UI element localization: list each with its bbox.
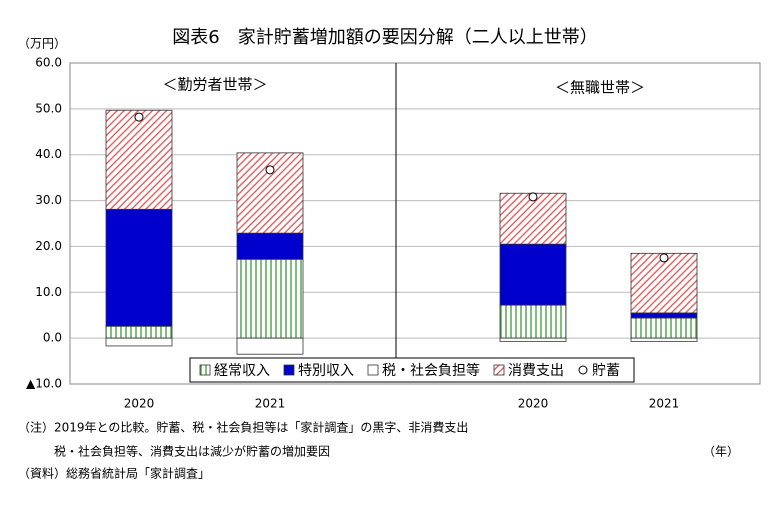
bar-segment bbox=[630, 312, 698, 319]
bar-segment bbox=[236, 152, 304, 234]
legend-swatch bbox=[283, 364, 295, 376]
x-tick-label: 2021 bbox=[649, 397, 680, 411]
y-tick-label: 20.0 bbox=[35, 239, 62, 253]
point bbox=[659, 253, 669, 263]
y-tick-label: 60.0 bbox=[35, 56, 62, 70]
point bbox=[134, 112, 144, 122]
group-label: ＜無職世帯＞ bbox=[555, 79, 645, 97]
legend-swatch bbox=[493, 364, 505, 376]
y-tick-label: 50.0 bbox=[35, 101, 62, 115]
point bbox=[528, 192, 538, 202]
bar-segment bbox=[499, 243, 567, 306]
note: 税・社会負担等、消費支出は減少が貯蓄の増加要因 bbox=[18, 444, 330, 459]
y-tick-label: 10.0 bbox=[35, 285, 62, 299]
bar-segment bbox=[630, 317, 698, 339]
legend-swatch bbox=[367, 364, 379, 376]
x-tick-label: 2020 bbox=[124, 397, 155, 411]
bar-segment bbox=[236, 232, 304, 260]
legend-label: 経常収入 bbox=[214, 363, 270, 379]
legend-label: 貯蓄 bbox=[592, 363, 620, 379]
bar-segment bbox=[630, 252, 698, 314]
bar-segment bbox=[630, 337, 698, 342]
note: （注）2019年との比較。貯蓄、税・社会負担等は「家計調査」の黒字、非消費支出 bbox=[18, 420, 468, 435]
y-tick-label: 0.0 bbox=[43, 331, 62, 345]
legend-label: 消費支出 bbox=[508, 363, 564, 379]
legend-label: 税・社会負担等 bbox=[382, 362, 480, 379]
legend-swatch bbox=[199, 364, 211, 376]
legend-swatch bbox=[578, 365, 588, 375]
y-tick-label: ▲10.0 bbox=[26, 377, 62, 391]
x-tick-label: 2020 bbox=[518, 397, 549, 411]
bar-segment bbox=[499, 192, 567, 245]
y-axis-label: （万円） bbox=[18, 37, 66, 51]
bar-segment bbox=[105, 325, 173, 339]
chart-title: 図表6 家計貯蓄増加額の要因分解（二人以上世帯） bbox=[172, 27, 597, 48]
bar-segment bbox=[236, 337, 304, 355]
bar-segment bbox=[105, 337, 173, 347]
legend-box bbox=[189, 357, 635, 383]
x-axis-label: （年） bbox=[703, 445, 739, 459]
note: （資料）総務省統計局「家計調査」 bbox=[18, 466, 210, 481]
y-tick-label: 30.0 bbox=[35, 193, 62, 207]
bar-segment bbox=[105, 109, 173, 210]
point bbox=[265, 165, 275, 175]
legend-label: 特別収入 bbox=[298, 363, 354, 379]
bar-segment bbox=[236, 258, 304, 339]
x-tick-label: 2021 bbox=[255, 397, 286, 411]
bar-segment bbox=[105, 208, 173, 327]
group-label: ＜勤労者世帯＞ bbox=[162, 76, 267, 94]
y-tick-label: 40.0 bbox=[35, 147, 62, 161]
plot-frame bbox=[69, 62, 761, 385]
bar-segment bbox=[499, 304, 567, 339]
bar-segment bbox=[499, 337, 567, 342]
